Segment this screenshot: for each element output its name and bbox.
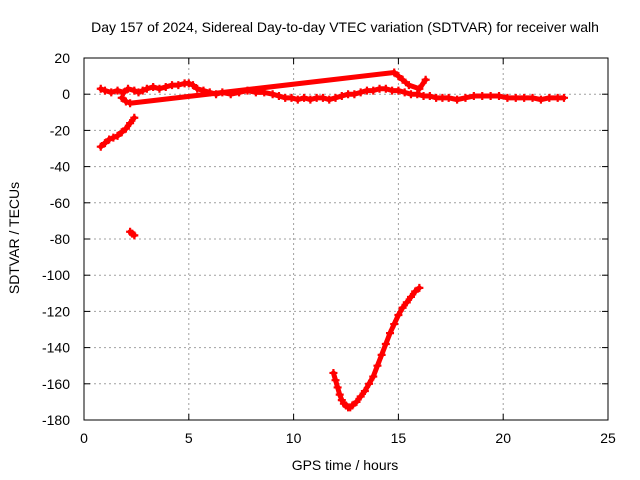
y-tick-label: -60 bbox=[50, 195, 70, 211]
y-tick-label: -120 bbox=[42, 303, 70, 319]
y-tick-label: -80 bbox=[50, 231, 70, 247]
x-tick-label: 5 bbox=[185, 430, 193, 446]
y-tick-label: 20 bbox=[54, 50, 70, 66]
data-trace bbox=[127, 69, 397, 106]
series-2 bbox=[96, 113, 139, 151]
data-point bbox=[559, 93, 568, 102]
series-4 bbox=[329, 283, 424, 412]
series-1 bbox=[117, 68, 430, 108]
grid bbox=[84, 58, 608, 420]
data-point bbox=[130, 231, 139, 240]
x-tick-label: 15 bbox=[391, 430, 407, 446]
y-axis-label: SDTVAR / TECUs bbox=[6, 182, 22, 294]
data-point bbox=[130, 113, 139, 122]
y-tick-label: -180 bbox=[42, 412, 70, 428]
chart-title: Day 157 of 2024, Sidereal Day-to-day VTE… bbox=[91, 19, 599, 35]
x-tick-label: 10 bbox=[286, 430, 302, 446]
x-axis-label: GPS time / hours bbox=[292, 457, 399, 473]
x-tick-label: 20 bbox=[495, 430, 511, 446]
y-tick-label: -160 bbox=[42, 376, 70, 392]
x-tick-label: 0 bbox=[80, 430, 88, 446]
y-tick-label: 0 bbox=[62, 86, 70, 102]
y-tick-label: -100 bbox=[42, 267, 70, 283]
y-tick-label: -140 bbox=[42, 340, 70, 356]
y-tick-label: -20 bbox=[50, 122, 70, 138]
x-tick-label: 25 bbox=[600, 430, 616, 446]
data-points bbox=[96, 68, 568, 412]
y-tick-label: -40 bbox=[50, 159, 70, 175]
axis-ticks: 0 5 10 15 20 25 20 0 -20 -40 -60 -80 -100 -120 -140 -16… bbox=[42, 50, 616, 446]
series-3 bbox=[126, 227, 139, 240]
data-point bbox=[415, 283, 424, 292]
data-point bbox=[421, 75, 430, 84]
